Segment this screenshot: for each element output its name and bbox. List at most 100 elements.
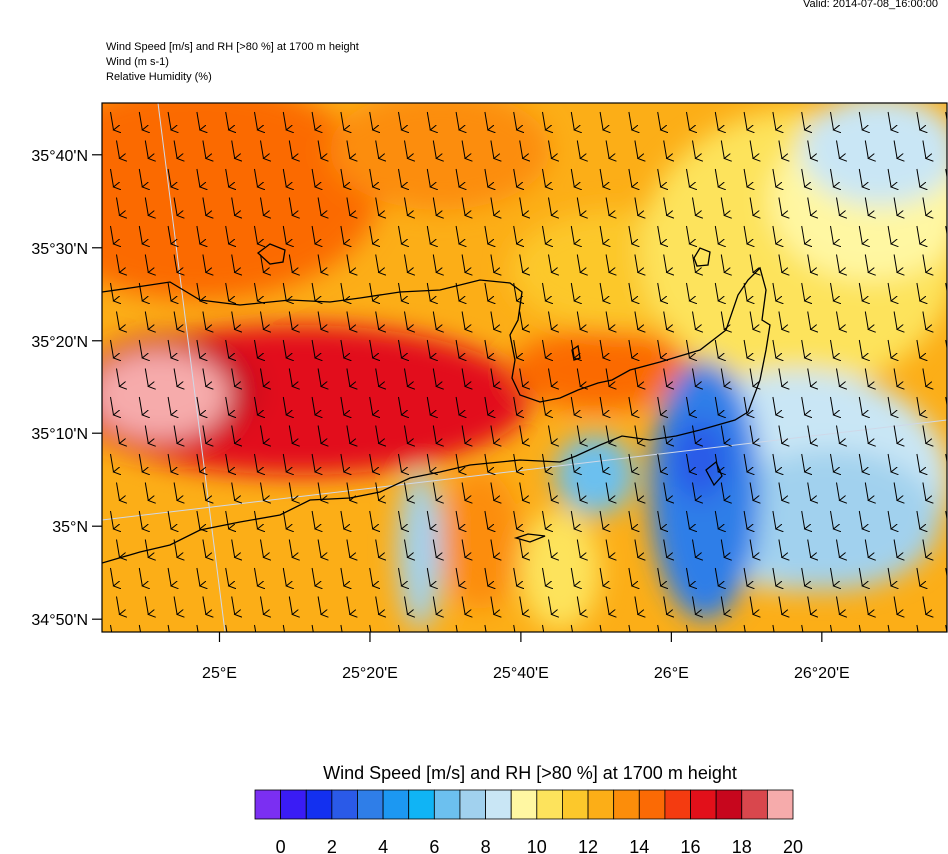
wind-arrow <box>432 482 436 501</box>
colorbar-swatch <box>664 789 691 820</box>
wind-arrow <box>282 567 286 586</box>
wind-arrow <box>836 596 840 615</box>
wind-arrow <box>519 482 523 501</box>
wind-arrow <box>945 282 947 294</box>
wind-arrow <box>542 453 546 472</box>
wind-arrow <box>692 539 696 558</box>
wind-arrow <box>231 539 235 558</box>
wind-arrow <box>893 368 897 387</box>
wind-arrow <box>893 140 897 159</box>
wind-arrow <box>513 567 517 586</box>
wind-arrow <box>490 140 494 159</box>
wind-arrow <box>225 168 229 187</box>
wind-arrow <box>167 453 171 472</box>
wind-arrow <box>714 225 718 244</box>
wind-arrow <box>138 510 142 529</box>
wind-arrow <box>778 254 782 273</box>
wind-arrow <box>288 425 292 444</box>
wind-arrow <box>570 339 574 358</box>
wind-arrow <box>461 254 465 273</box>
wind-arrow <box>864 596 868 615</box>
wind-arrow <box>116 425 120 444</box>
colorbar-tick-label: 0 <box>276 837 286 854</box>
wind-arrow <box>570 168 574 187</box>
wind-arrow <box>548 368 552 387</box>
wind-arrow <box>260 311 264 330</box>
wind-arrow <box>599 282 603 301</box>
wind-arrow <box>375 197 379 216</box>
wind-arrow <box>340 168 344 187</box>
wind-arrow <box>110 111 114 130</box>
wind-arrow <box>922 197 926 216</box>
wind-arrow <box>484 225 488 244</box>
colorbar-swatch <box>562 789 589 820</box>
wind-arrow <box>836 425 840 444</box>
wind-arrow <box>692 254 696 273</box>
wind-arrow <box>340 111 344 130</box>
wind-arrow <box>138 396 142 415</box>
wind-arrow <box>116 311 120 330</box>
wind-arrow <box>657 111 661 130</box>
wind-arrow <box>346 539 350 558</box>
wind-arrow <box>801 624 804 632</box>
wind-arrow <box>887 168 891 187</box>
wind-arrow <box>599 339 603 358</box>
header-rh: Relative Humidity (%) <box>106 71 212 83</box>
wind-arrow <box>196 282 200 301</box>
colorbar-tick-label: 2 <box>327 837 337 854</box>
wind-arrow <box>836 368 840 387</box>
wind-arrow <box>858 339 862 358</box>
wind-arrow <box>484 453 488 472</box>
wind-arrow <box>686 396 690 415</box>
wind-arrow <box>576 596 580 615</box>
wind-arrow <box>605 482 609 501</box>
wind-arrow <box>288 197 292 216</box>
wind-arrow <box>196 453 200 472</box>
wind-arrow <box>173 539 177 558</box>
wind-arrow <box>772 510 776 529</box>
colorbar-tick-label: 4 <box>378 837 388 854</box>
wind-arrow <box>196 168 200 187</box>
wind-arrow <box>542 567 546 586</box>
wind-arrow <box>663 539 667 558</box>
wind-arrow <box>570 396 574 415</box>
wind-arrow <box>778 596 782 615</box>
wind-arrow <box>887 282 891 301</box>
y-tick-label: 35°20'N <box>31 334 88 351</box>
wind-arrow <box>945 111 947 123</box>
wind-arrow <box>461 425 465 444</box>
wind-arrow <box>484 624 487 632</box>
wind-arrow <box>628 225 632 244</box>
wind-arrow <box>369 225 373 244</box>
wind-arrow <box>864 368 868 387</box>
wind-arrow <box>110 225 114 244</box>
wind-arrow <box>225 225 229 244</box>
wind-arrow <box>254 111 258 130</box>
wind-arrow <box>254 396 258 415</box>
wind-arrow <box>743 111 747 130</box>
y-tick-label: 34°50'N <box>31 612 88 629</box>
wind-arrow <box>807 368 811 387</box>
wind-arrow <box>196 567 200 586</box>
field-pink-core <box>102 350 230 440</box>
field-nw-orange <box>102 103 380 300</box>
wind-arrow <box>548 596 552 615</box>
wind-arrow <box>743 168 747 187</box>
wind-arrow <box>432 425 436 444</box>
wind-arrow <box>225 624 228 632</box>
wind-arrow <box>346 311 350 330</box>
wind-arrow <box>288 311 292 330</box>
wind-arrow <box>858 168 862 187</box>
wind-arrow <box>138 111 142 130</box>
wind-arrow <box>887 510 891 529</box>
wind-arrow <box>922 482 926 501</box>
wind-arrow <box>692 596 696 615</box>
wind-arrow <box>542 339 546 358</box>
wind-arrow <box>605 368 609 387</box>
wind-arrow <box>260 482 264 501</box>
wind-arrow <box>288 368 292 387</box>
wind-arrow <box>173 596 177 615</box>
colorbar-swatch <box>357 789 384 820</box>
wind-arrow <box>116 368 120 387</box>
